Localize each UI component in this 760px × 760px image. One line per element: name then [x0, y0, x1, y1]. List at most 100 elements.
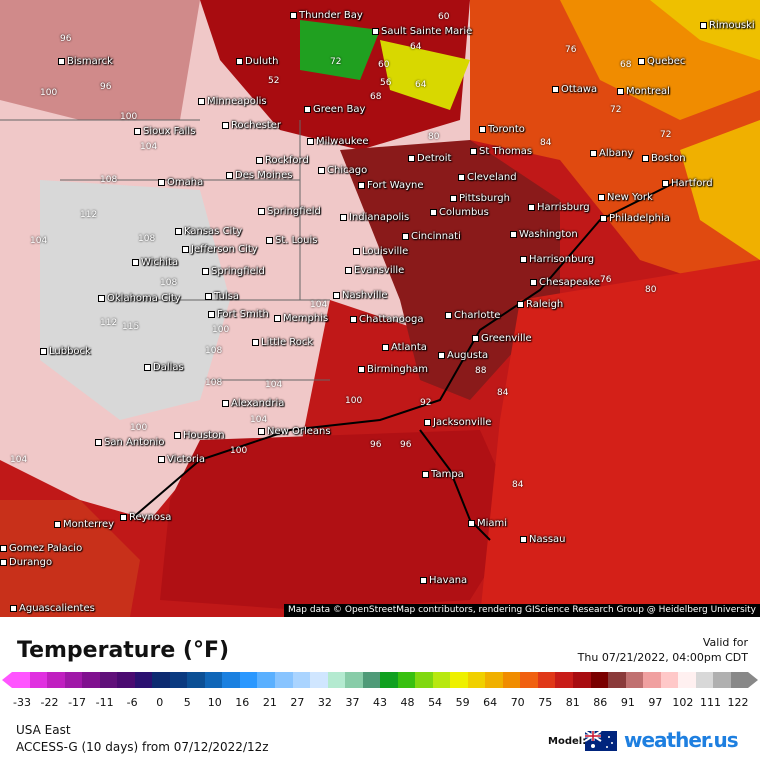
city-marker-icon [520, 535, 527, 543]
city-name: Wichita [141, 257, 179, 268]
city-label: Milwaukee [307, 136, 369, 147]
city-label: Washington [510, 229, 578, 240]
city-label: Nashville [333, 290, 388, 301]
colorbar-swatch [730, 672, 749, 688]
colorbar-tick: 37 [345, 696, 360, 709]
city-marker-icon [182, 245, 189, 253]
city-name: Tulsa [214, 291, 240, 302]
temperature-field [0, 0, 760, 617]
contour-label: 100 [230, 446, 248, 456]
model-run: ACCESS-G (10 days) from 07/12/2022/12z [16, 740, 269, 754]
city-name: Jefferson City [191, 244, 258, 255]
city-name: Thunder Bay [299, 10, 363, 21]
city-marker-icon [222, 121, 229, 129]
colorbar-swatch [520, 672, 538, 688]
contour-label: 108 [205, 346, 223, 356]
city-label: New York [598, 192, 653, 203]
city-name: Jacksonville [433, 417, 492, 428]
colorbar-tick: -11 [95, 696, 114, 709]
city-label: Bismarck [58, 56, 113, 67]
contour-label: 96 [60, 34, 72, 44]
city-marker-icon [470, 147, 477, 155]
colorbar-swatch [47, 672, 65, 688]
city-label: Ottawa [552, 84, 597, 95]
city-name: Oklahoma City [107, 293, 181, 304]
city-name: Omaha [167, 177, 204, 188]
city-marker-icon [58, 57, 65, 65]
colorbar-swatch [187, 672, 205, 688]
city-name: Ottawa [561, 84, 598, 95]
city-name: Nashville [342, 290, 388, 301]
city-label: Jefferson City [182, 244, 258, 255]
colorbar-tick: 64 [483, 696, 498, 709]
contour-label: 108 [205, 378, 223, 388]
city-marker-icon [222, 399, 229, 407]
city-marker-icon [144, 363, 151, 371]
contour-label: 100 [130, 423, 148, 433]
contour-label: 104 [310, 300, 328, 310]
city-marker-icon [256, 156, 263, 164]
city-name: Albany [599, 148, 634, 159]
city-name: Philadelphia [609, 213, 670, 224]
colorbar-swatch [450, 672, 468, 688]
city-label: Fort Wayne [358, 180, 424, 191]
colorbar-swatch [134, 672, 153, 688]
contour-label: 76 [565, 45, 577, 55]
city-label: Greenville [472, 333, 532, 344]
contour-label: 115 [122, 322, 140, 332]
colorbar-tick: 54 [428, 696, 443, 709]
colorbar-swatch [590, 672, 609, 688]
colorbar-swatch [608, 672, 626, 688]
city-label: Thunder Bay [290, 10, 363, 21]
contour-label: 64 [415, 80, 427, 90]
colorbar-tick: 43 [373, 696, 387, 709]
city-marker-icon [510, 230, 517, 238]
city-name: Gomez Palacio [9, 543, 83, 554]
city-marker-icon [642, 154, 649, 162]
contour-label: 104 [10, 455, 28, 465]
contour-label: 60 [438, 12, 450, 22]
city-marker-icon [700, 21, 707, 29]
city-marker-icon [372, 27, 379, 35]
colorbar-swatch [380, 672, 398, 688]
city-marker-icon [174, 431, 181, 439]
contour-label: 80 [645, 285, 657, 295]
city-label: Tampa [422, 469, 464, 480]
contour-label: 96 [370, 440, 382, 450]
city-marker-icon [617, 87, 624, 95]
city-label: Rimouski [700, 20, 755, 31]
city-label: Dallas [144, 362, 184, 373]
city-marker-icon [54, 520, 61, 528]
colorbar-swatch [625, 672, 644, 688]
city-marker-icon [358, 181, 365, 189]
city-marker-icon [205, 292, 212, 300]
city-label: Indianapolis [340, 212, 409, 223]
city-name: Augusta [447, 350, 489, 361]
city-marker-icon [520, 255, 527, 263]
colorbar-tick: 102 [672, 696, 694, 709]
city-marker-icon [10, 604, 17, 612]
city-name: Dallas [153, 362, 184, 373]
city-name: Reynosa [129, 512, 172, 523]
colorbar-tick: 122 [727, 696, 749, 709]
colorbar-swatch [345, 672, 363, 688]
city-name: Fort Wayne [367, 180, 424, 191]
city-label: Kansas City [175, 226, 242, 237]
city-name: Nassau [529, 534, 566, 545]
weather-us-logo[interactable]: weather.us [624, 728, 739, 752]
contour-label: 60 [378, 60, 390, 70]
city-name: Cleveland [467, 172, 517, 183]
city-name: Birmingham [367, 364, 428, 375]
colorbar-tick: -22 [40, 696, 59, 709]
city-name: New Orleans [267, 426, 331, 437]
city-label: Houston [174, 430, 225, 441]
city-label: Raleigh [517, 299, 563, 310]
colorbar-tick: 97 [648, 696, 663, 709]
city-marker-icon [438, 351, 445, 359]
city-marker-icon [158, 455, 165, 463]
colorbar-swatch [239, 672, 258, 688]
colorbar-tick: -6 [126, 696, 138, 709]
temperature-map[interactable]: Thunder Bay Duluth Bismarck Minneapolis Saul… [0, 0, 760, 617]
colorbar-swatch [292, 672, 311, 688]
colorbar-tick: 0 [156, 696, 164, 709]
